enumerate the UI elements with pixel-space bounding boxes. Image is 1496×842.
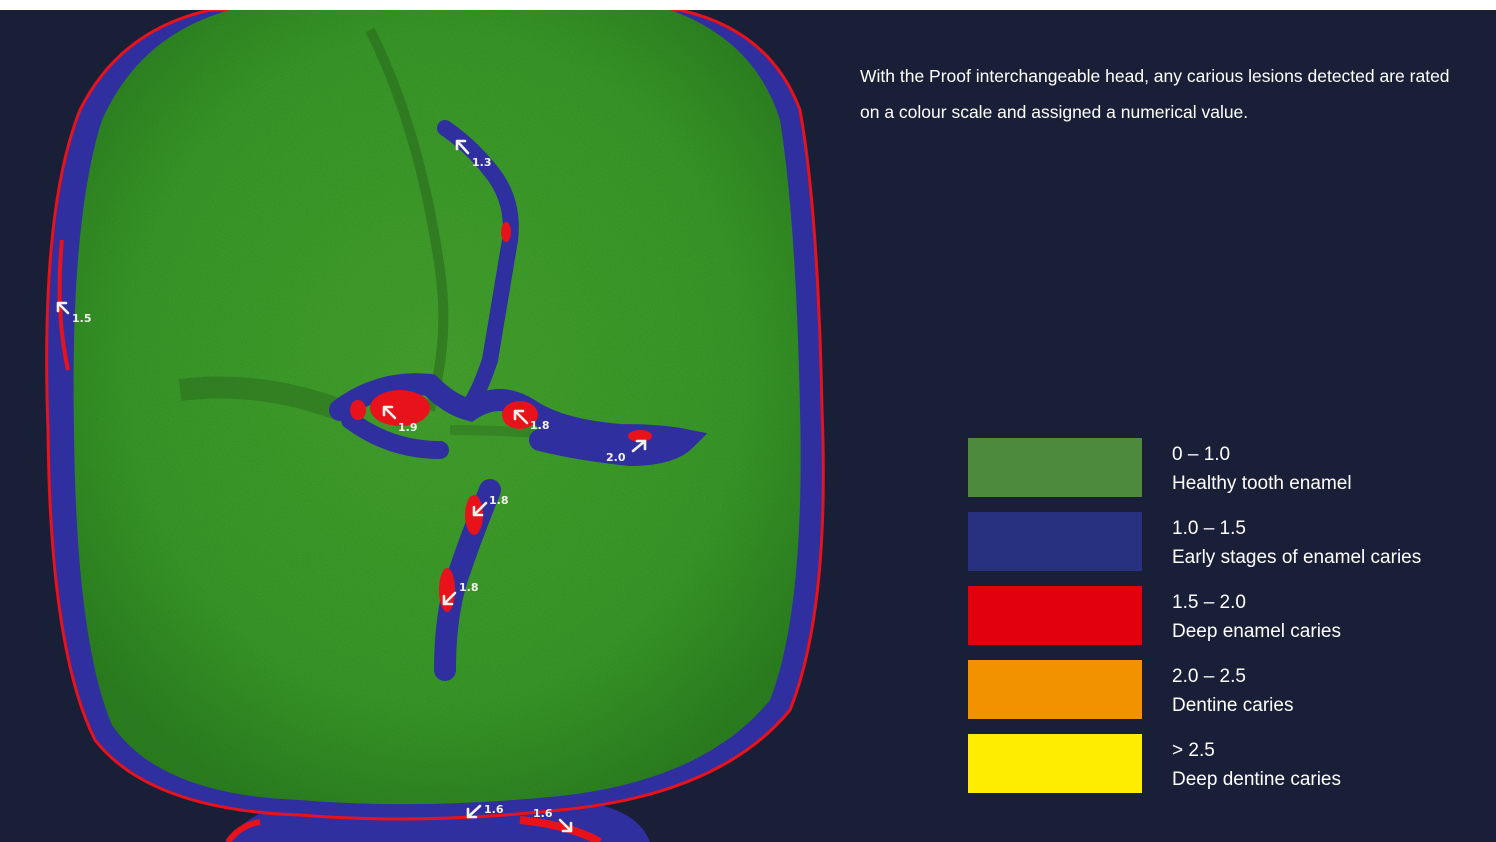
lesion-label: 1.9 [398,421,418,434]
legend-item-early-enamel-caries: 1.0 – 1.5 Early stages of enamel caries [968,512,1468,571]
legend-range: 2.0 – 2.5 [1172,666,1246,687]
legend-range: 1.0 – 1.5 [1172,518,1246,539]
legend-range: > 2.5 [1172,740,1215,761]
legend-label: Deep enamel caries [1172,621,1341,642]
legend-range: 1.5 – 2.0 [1172,592,1246,613]
legend-range: 0 – 1.0 [1172,444,1231,465]
legend-swatch [968,660,1142,719]
legend-item-deep-enamel-caries: 1.5 – 2.0 Deep enamel caries [968,586,1468,645]
legend-swatch [968,586,1142,645]
lesion-label: 1.8 [459,581,479,594]
lesion-label: 1.5 [72,312,92,325]
legend-swatch [968,512,1142,571]
lesion-label: 1.8 [530,419,550,432]
legend-label: Early stages of enamel caries [1172,547,1422,568]
lesion-label: 1.6 [484,803,504,816]
legend-item-healthy: 0 – 1.0 Healthy tooth enamel [968,438,1468,497]
colour-scale-legend: 0 – 1.0 Healthy tooth enamel 1.0 – 1.5 E… [968,438,1468,808]
legend-label: Healthy tooth enamel [1172,473,1352,494]
tooth-scan-image: 1.3 1.5 1.9 1.8 2.0 1.8 1.8 1.6 1.6 [0,10,830,842]
legend-item-deep-dentine-caries: > 2.5 Deep dentine caries [968,734,1468,793]
lesion-label: 2.0 [606,451,626,464]
lesion-label: 1.6 [533,807,553,820]
legend-swatch [968,734,1142,793]
top-bar [0,0,1496,10]
legend-label: Deep dentine caries [1172,769,1341,790]
legend-swatch [968,438,1142,497]
description-text: With the Proof interchangeable head, any… [860,66,1450,122]
lesion-label: 1.8 [489,494,509,507]
lesion-label: 1.3 [472,156,492,169]
legend-item-dentine-caries: 2.0 – 2.5 Dentine caries [968,660,1468,719]
legend-label: Dentine caries [1172,695,1294,716]
